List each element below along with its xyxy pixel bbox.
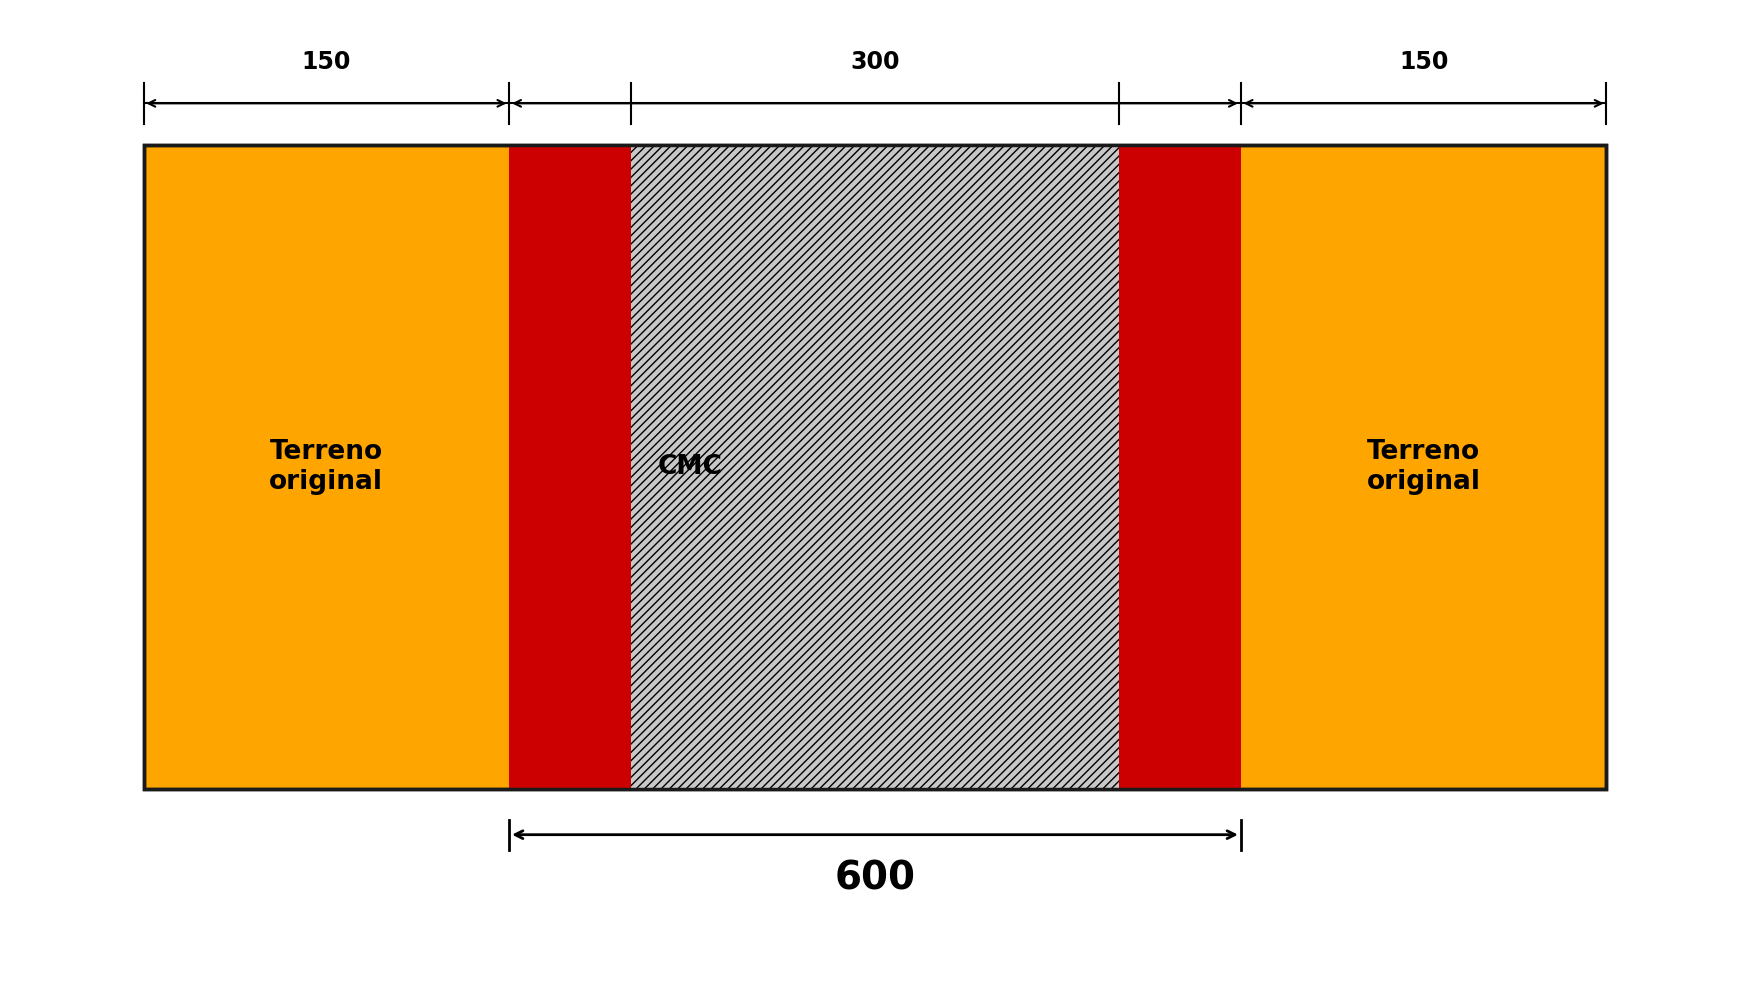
Bar bbox=[1118, 145, 1241, 789]
Text: 600: 600 bbox=[835, 859, 915, 897]
Bar bbox=[144, 145, 1607, 789]
Text: Terreno mejorado: Terreno mejorado bbox=[562, 378, 579, 556]
Text: 150: 150 bbox=[1398, 50, 1449, 74]
Text: 150: 150 bbox=[301, 50, 352, 74]
Bar bbox=[509, 145, 632, 789]
Text: Terreno mejorado: Terreno mejorado bbox=[1171, 378, 1188, 556]
Bar bbox=[144, 145, 1607, 789]
Text: 300: 300 bbox=[850, 50, 900, 74]
Text: CMC: CMC bbox=[658, 454, 723, 480]
Bar bbox=[632, 145, 1118, 789]
Text: Terreno
original: Terreno original bbox=[270, 439, 383, 495]
Text: Terreno
original: Terreno original bbox=[1367, 439, 1480, 495]
